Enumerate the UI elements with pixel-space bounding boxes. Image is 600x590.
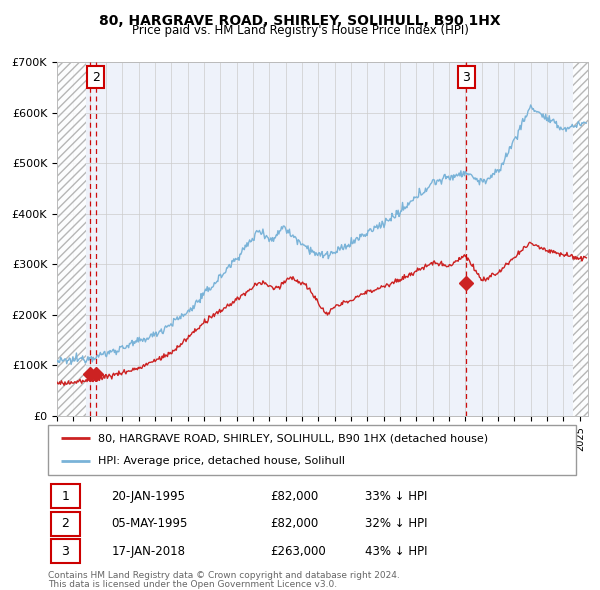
Text: 2: 2 <box>92 71 100 84</box>
Text: £82,000: £82,000 <box>270 490 318 503</box>
Bar <box>57 62 86 416</box>
Text: This data is licensed under the Open Government Licence v3.0.: This data is licensed under the Open Gov… <box>48 579 337 589</box>
Text: Price paid vs. HM Land Registry's House Price Index (HPI): Price paid vs. HM Land Registry's House … <box>131 24 469 37</box>
FancyBboxPatch shape <box>50 539 80 563</box>
Text: HPI: Average price, detached house, Solihull: HPI: Average price, detached house, Soli… <box>98 457 345 467</box>
Text: 05-MAY-1995: 05-MAY-1995 <box>112 517 188 530</box>
Text: 43% ↓ HPI: 43% ↓ HPI <box>365 545 427 558</box>
FancyBboxPatch shape <box>48 425 576 475</box>
FancyBboxPatch shape <box>50 512 80 536</box>
Text: 20-JAN-1995: 20-JAN-1995 <box>112 490 185 503</box>
Bar <box>573 62 588 416</box>
Text: £263,000: £263,000 <box>270 545 326 558</box>
Text: 17-JAN-2018: 17-JAN-2018 <box>112 545 185 558</box>
Text: 80, HARGRAVE ROAD, SHIRLEY, SOLIHULL, B90 1HX: 80, HARGRAVE ROAD, SHIRLEY, SOLIHULL, B9… <box>99 14 501 28</box>
Text: 1: 1 <box>61 490 69 503</box>
Text: Contains HM Land Registry data © Crown copyright and database right 2024.: Contains HM Land Registry data © Crown c… <box>48 571 400 580</box>
Text: £82,000: £82,000 <box>270 517 318 530</box>
Text: 32% ↓ HPI: 32% ↓ HPI <box>365 517 427 530</box>
FancyBboxPatch shape <box>50 484 80 508</box>
Text: 3: 3 <box>463 71 470 84</box>
Text: 3: 3 <box>61 545 69 558</box>
Text: 80, HARGRAVE ROAD, SHIRLEY, SOLIHULL, B90 1HX (detached house): 80, HARGRAVE ROAD, SHIRLEY, SOLIHULL, B9… <box>98 433 488 443</box>
Text: 33% ↓ HPI: 33% ↓ HPI <box>365 490 427 503</box>
Text: 2: 2 <box>61 517 69 530</box>
